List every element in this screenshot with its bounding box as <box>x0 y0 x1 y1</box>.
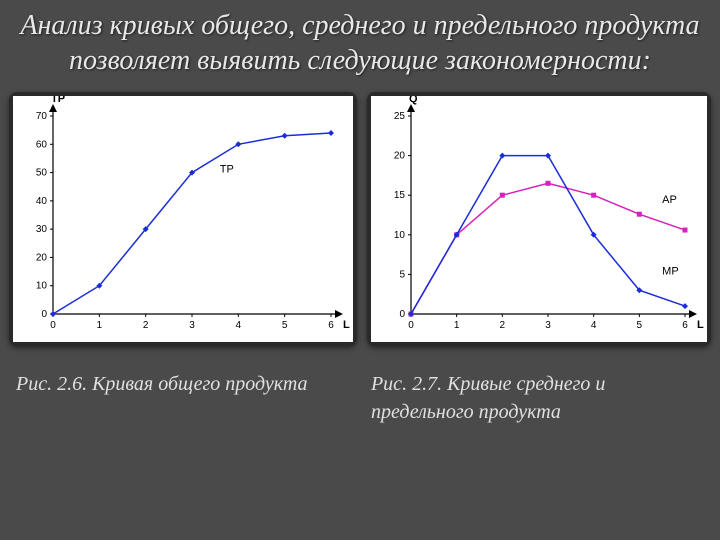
svg-text:1: 1 <box>454 320 460 331</box>
svg-text:6: 6 <box>682 320 688 331</box>
svg-text:2: 2 <box>143 320 149 331</box>
page-title: Анализ кривых общего, среднего и предель… <box>0 0 720 92</box>
svg-text:10: 10 <box>394 230 406 241</box>
svg-text:50: 50 <box>36 168 48 179</box>
title-text: Анализ кривых общего, среднего и предель… <box>20 10 699 76</box>
svg-text:40: 40 <box>36 196 48 207</box>
svg-text:20: 20 <box>36 252 48 263</box>
svg-text:5: 5 <box>637 320 643 331</box>
caption2-text: Рис. 2.7. Кривые среднего и предельного … <box>371 373 605 423</box>
svg-text:70: 70 <box>36 111 48 122</box>
svg-text:L: L <box>343 319 350 331</box>
svg-text:60: 60 <box>36 139 48 150</box>
captions-row: Рис. 2.6. Кривая общего продукта Рис. 2.… <box>0 346 720 426</box>
svg-text:10: 10 <box>36 281 48 292</box>
svg-text:0: 0 <box>408 320 414 331</box>
svg-text:0: 0 <box>50 320 56 331</box>
svg-text:AP: AP <box>662 194 677 206</box>
svg-text:20: 20 <box>394 151 406 162</box>
svg-text:5: 5 <box>399 269 405 280</box>
svg-text:0: 0 <box>41 309 47 320</box>
svg-text:4: 4 <box>236 320 242 331</box>
svg-text:2: 2 <box>500 320 506 331</box>
svg-text:3: 3 <box>545 320 551 331</box>
caption1-text: Рис. 2.6. Кривая общего продукта <box>16 373 308 395</box>
charts-row: 0102030405060700123456TPLTP 051015202501… <box>0 92 720 346</box>
svg-text:30: 30 <box>36 224 48 235</box>
svg-text:L: L <box>697 319 704 331</box>
caption-chart1: Рис. 2.6. Кривая общего продукта <box>14 370 355 426</box>
svg-text:TP: TP <box>51 96 65 105</box>
svg-text:6: 6 <box>328 320 334 331</box>
svg-text:MP: MP <box>662 265 679 277</box>
caption-chart2: Рис. 2.7. Кривые среднего и предельного … <box>365 370 706 426</box>
chart-tp: 0 10 20 30 40 50 60 70 0 1 2 3 4 5 6 TP L TP <box>9 92 357 346</box>
svg-text:5: 5 <box>282 320 288 331</box>
chart-ap-mp: 0 5 10 15 20 25 0 1 2 3 4 5 6 Q L AP MP <box>367 92 711 346</box>
chart-ap-mp-svg: 0 5 10 15 20 25 0 1 2 3 4 5 6 Q L AP MP <box>371 96 707 342</box>
chart-tp-svg: 0 10 20 30 40 50 60 70 0 1 2 3 4 5 6 TP L TP <box>13 96 353 342</box>
svg-text:4: 4 <box>591 320 597 331</box>
svg-text:1: 1 <box>97 320 103 331</box>
svg-text:3: 3 <box>189 320 195 331</box>
svg-text:0: 0 <box>399 309 405 320</box>
svg-text:15: 15 <box>394 190 406 201</box>
svg-text:TP: TP <box>220 164 234 176</box>
svg-text:Q: Q <box>409 96 418 105</box>
svg-text:25: 25 <box>394 111 406 122</box>
